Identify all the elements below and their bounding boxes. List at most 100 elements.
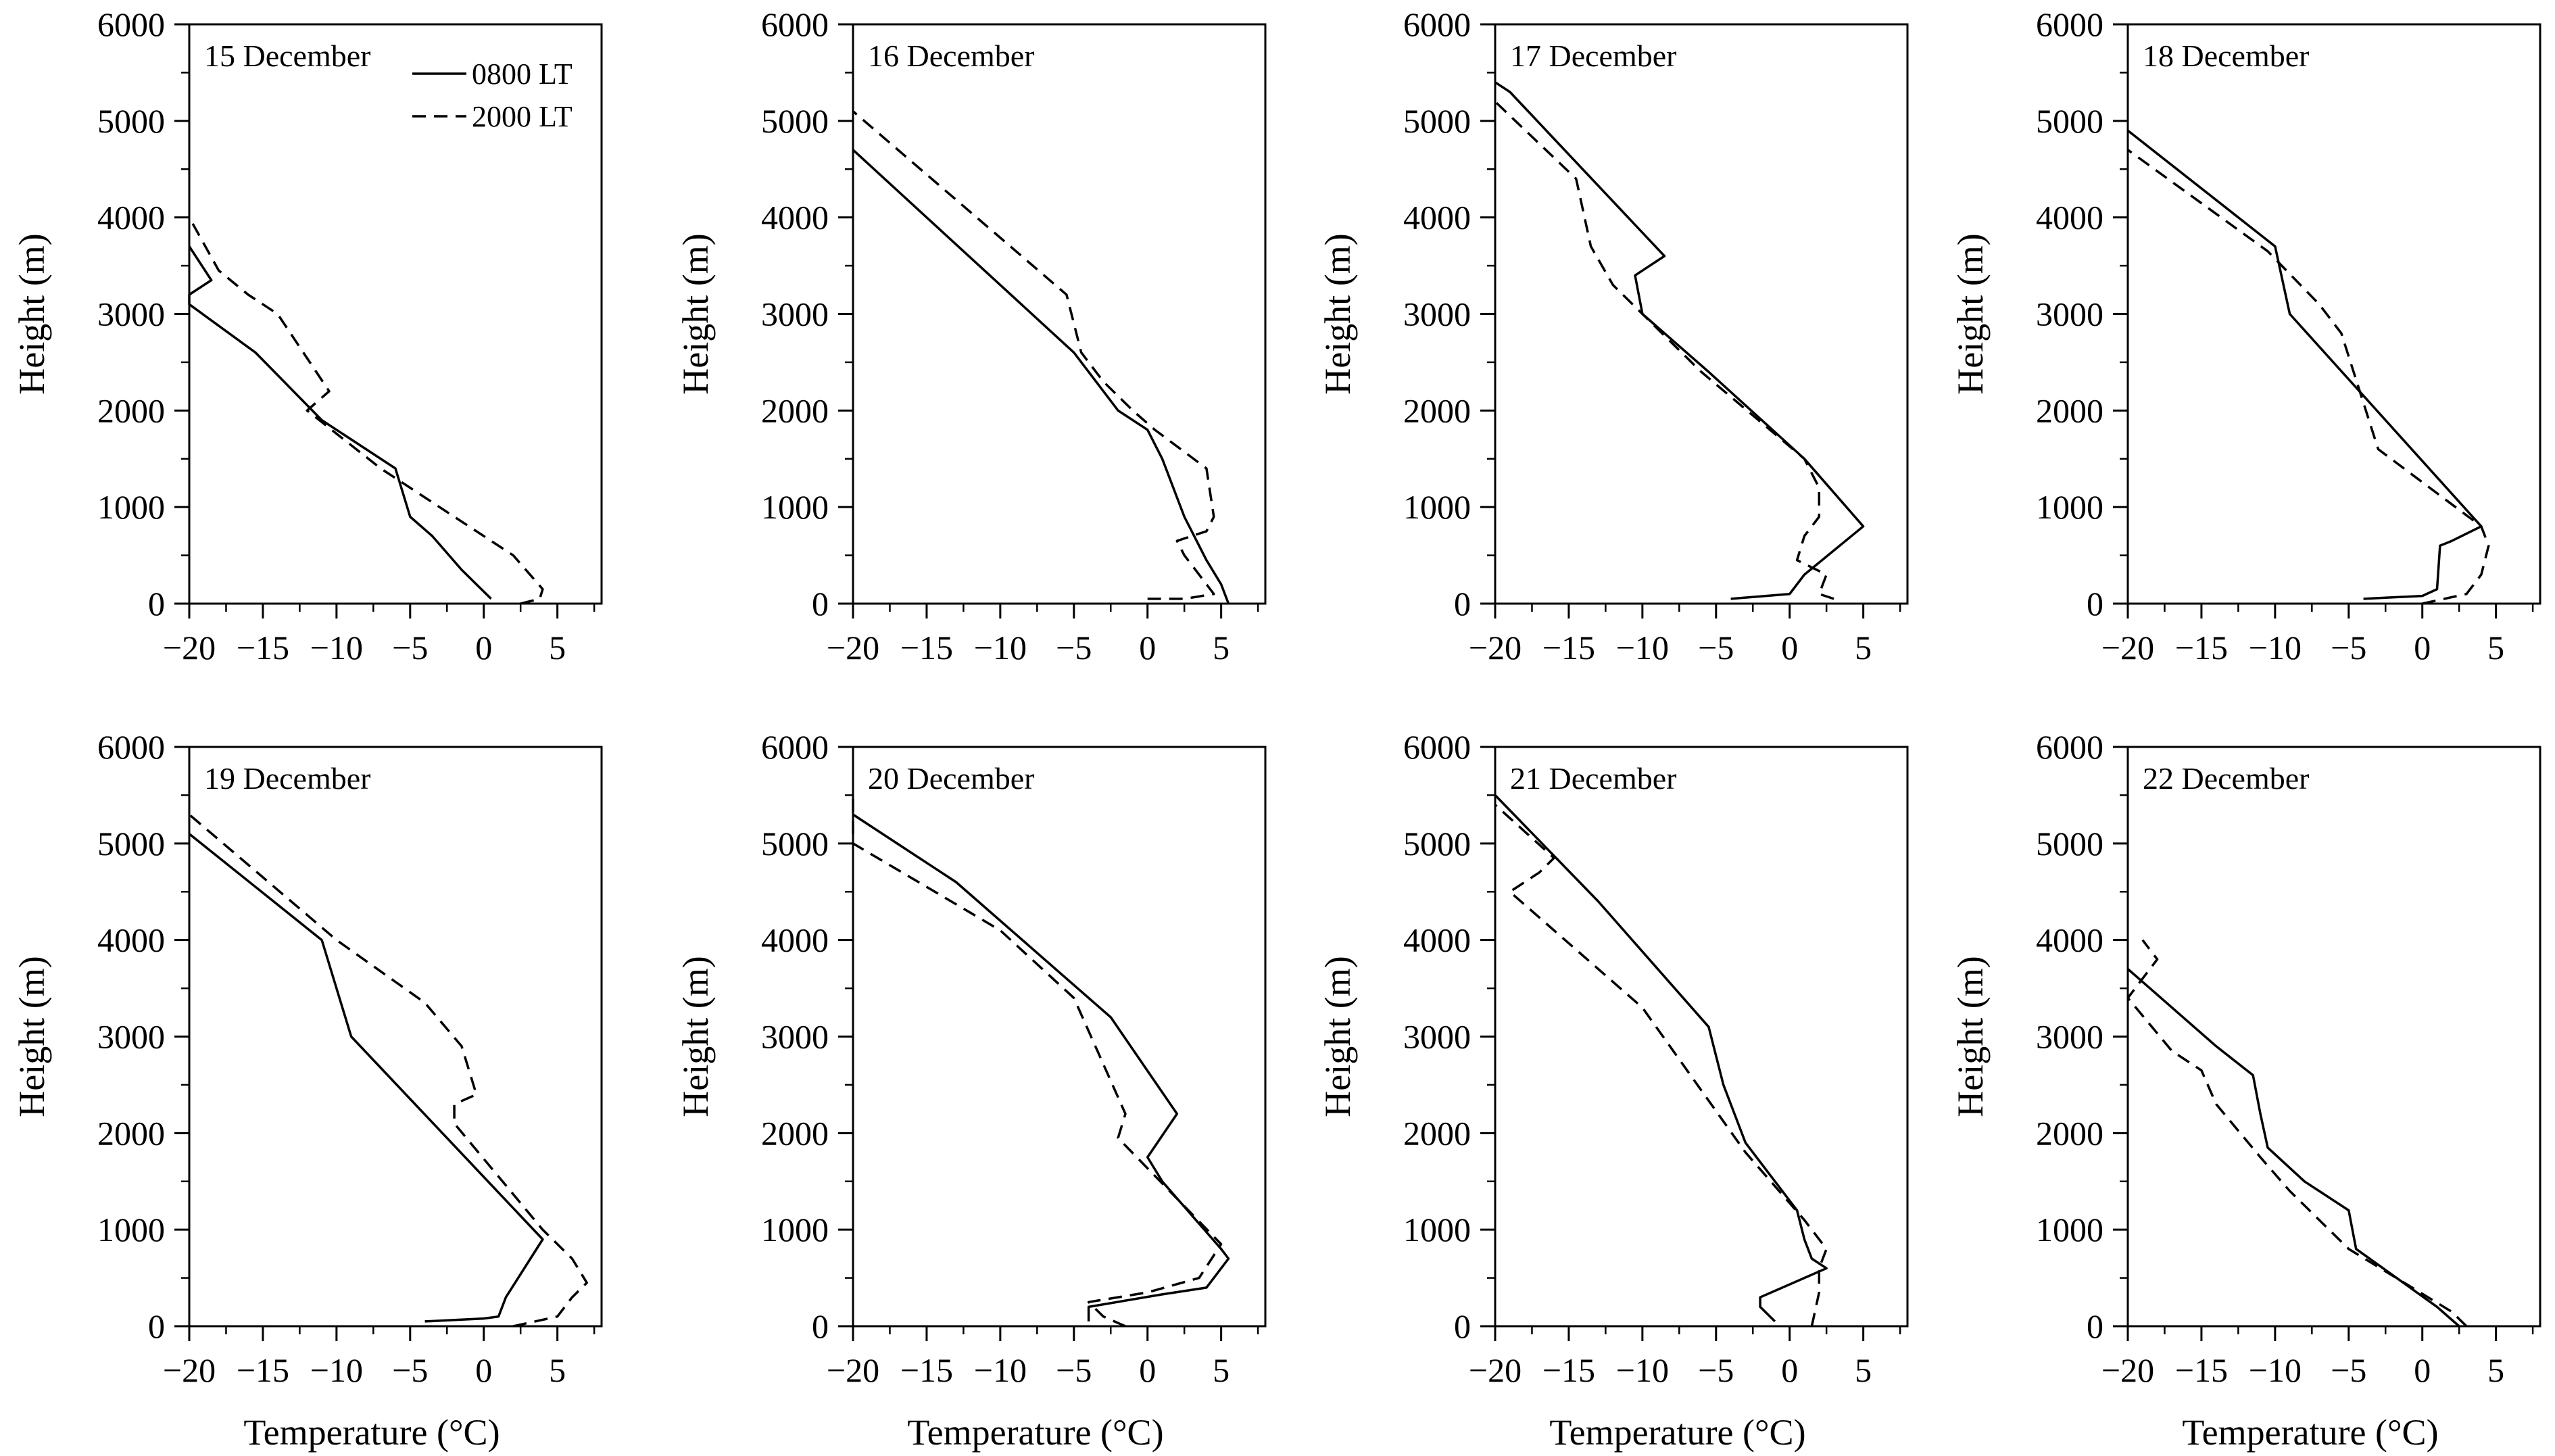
plot-frame	[188, 746, 603, 1328]
y-tick-label: 5000	[97, 102, 165, 140]
legend-label: 0800 LT	[472, 57, 573, 91]
x-tick-label: 5	[1855, 629, 1872, 666]
y-axis-title: Height (m)	[1950, 233, 1991, 394]
x-tick-label: 5	[1855, 1351, 1872, 1389]
panel-7: −20 −15 −10 −5 0 5 0 1000 2000 3000 4000 5000 6000 He…	[1317, 728, 1909, 1453]
series-line-0800lt	[1494, 81, 1865, 600]
y-tick-label: 3000	[1403, 295, 1471, 333]
x-tick-label: −10	[1616, 629, 1669, 666]
y-tick-label: 5000	[761, 825, 829, 863]
y-tick-label: 0	[812, 585, 829, 623]
series-line-2000lt	[2126, 149, 2490, 605]
y-tick-label: 3000	[2036, 295, 2103, 333]
y-tick-label: 3000	[2036, 1018, 2103, 1056]
y-tick-label: 2000	[97, 391, 165, 429]
y-tick-label: 3000	[761, 1018, 829, 1056]
legend: 0800 LT 2000 LT	[412, 57, 573, 133]
y-tick-label: 1000	[97, 488, 165, 526]
x-tick-label: −10	[310, 629, 363, 666]
y-tick-label: 0	[2087, 585, 2103, 623]
panel-date-label: 21 December	[1510, 761, 1677, 796]
panel-5: −20 −15 −10 −5 0 5 0 1000 2000 3000 4000 5000 6000 He…	[11, 728, 603, 1453]
x-axis-title: Temperature (°C)	[243, 1412, 500, 1453]
y-tick-label: 2000	[2036, 1114, 2103, 1152]
y-tick-label: 0	[1454, 1307, 1471, 1345]
series-line-2000lt	[2126, 939, 2468, 1328]
plot-frame	[852, 23, 1267, 605]
series-line-2000lt	[188, 216, 544, 605]
y-tick-label: 2000	[2036, 391, 2103, 429]
legend-label: 2000 LT	[472, 100, 573, 133]
y-tick-label: 5000	[1403, 825, 1471, 863]
x-tick-label: −10	[974, 1351, 1027, 1389]
y-tick-label: 0	[1454, 585, 1471, 623]
y-tick-label: 5000	[2036, 825, 2103, 863]
y-tick-label: 5000	[1403, 102, 1471, 140]
panel-date-label: 20 December	[868, 761, 1035, 796]
y-tick-label: 0	[2087, 1307, 2103, 1345]
x-tick-label: −5	[1056, 1351, 1092, 1389]
panel-date-label: 16 December	[868, 39, 1035, 73]
panel-date-label: 18 December	[2143, 39, 2310, 73]
y-tick-label: 0	[148, 1307, 165, 1345]
y-tick-label: 6000	[97, 5, 165, 43]
x-tick-label: 0	[2414, 629, 2431, 666]
x-axis-title: Temperature (°C)	[1549, 1412, 1805, 1453]
x-tick-label: −20	[1469, 1351, 1522, 1389]
y-tick-label: 1000	[1403, 1211, 1471, 1248]
y-tick-label: 4000	[1403, 921, 1471, 959]
x-tick-label: 5	[1213, 629, 1230, 666]
x-tick-label: 5	[2487, 629, 2504, 666]
series-line-0800lt	[2126, 968, 2460, 1328]
y-tick-label: 6000	[761, 728, 829, 766]
y-tick-label: 3000	[97, 295, 165, 333]
series-line-0800lt	[188, 833, 544, 1323]
x-tick-label: −20	[163, 629, 216, 666]
y-tick-label: 5000	[97, 825, 165, 863]
x-tick-label: −15	[900, 1351, 953, 1389]
x-axis-title: Temperature (°C)	[2182, 1412, 2438, 1453]
y-axis-title: Height (m)	[675, 233, 716, 394]
x-tick-label: −10	[2249, 629, 2302, 666]
plot-frame	[2126, 23, 2541, 605]
x-tick-label: 5	[1213, 1351, 1230, 1389]
y-axis-title: Height (m)	[11, 233, 52, 394]
x-tick-label: −5	[392, 1351, 428, 1389]
panel-8: −20 −15 −10 −5 0 5 0 1000 2000 3000 4000 5000 6000 He…	[1950, 728, 2541, 1453]
y-tick-label: 2000	[761, 1114, 829, 1152]
y-tick-label: 4000	[97, 199, 165, 237]
plot-frame	[852, 746, 1267, 1328]
x-tick-label: 0	[1781, 629, 1798, 666]
y-tick-label: 2000	[1403, 1114, 1471, 1152]
series-line-0800lt	[852, 813, 1230, 1321]
y-tick-label: 4000	[761, 921, 829, 959]
x-tick-label: −5	[1056, 629, 1092, 666]
panel-date-label: 22 December	[2143, 761, 2310, 796]
y-tick-label: 3000	[761, 295, 829, 333]
panel-4: −20 −15 −10 −5 0 5 0 1000 2000 3000 4000 5000 6000 He…	[1950, 5, 2541, 666]
panel-3: −20 −15 −10 −5 0 5 0 1000 2000 3000 4000 5000 6000 He…	[1317, 5, 1909, 666]
plot-frame	[1494, 23, 1909, 605]
y-tick-label: 2000	[97, 1114, 165, 1152]
y-axis-title: Height (m)	[11, 956, 52, 1117]
x-tick-label: 5	[549, 629, 566, 666]
series-line-2000lt	[1494, 101, 1834, 600]
x-tick-label: 0	[1139, 1351, 1156, 1389]
x-tick-label: 0	[2414, 1351, 2431, 1389]
panel-date-label: 19 December	[204, 761, 371, 796]
x-tick-label: −15	[1542, 1351, 1595, 1389]
y-tick-label: 2000	[761, 391, 829, 429]
y-tick-label: 0	[148, 585, 165, 623]
x-tick-label: 0	[475, 629, 492, 666]
x-tick-label: −5	[1698, 1351, 1734, 1389]
x-tick-label: −20	[2101, 629, 2154, 666]
x-tick-label: 0	[475, 1351, 492, 1389]
series-line-2000lt	[852, 795, 1223, 1328]
y-tick-label: 2000	[1403, 391, 1471, 429]
x-tick-label: −5	[392, 629, 428, 666]
x-tick-label: −20	[2101, 1351, 2154, 1389]
y-tick-label: 1000	[761, 1211, 829, 1248]
series-line-0800lt	[188, 245, 492, 600]
series-line-2000lt	[1494, 804, 1828, 1327]
